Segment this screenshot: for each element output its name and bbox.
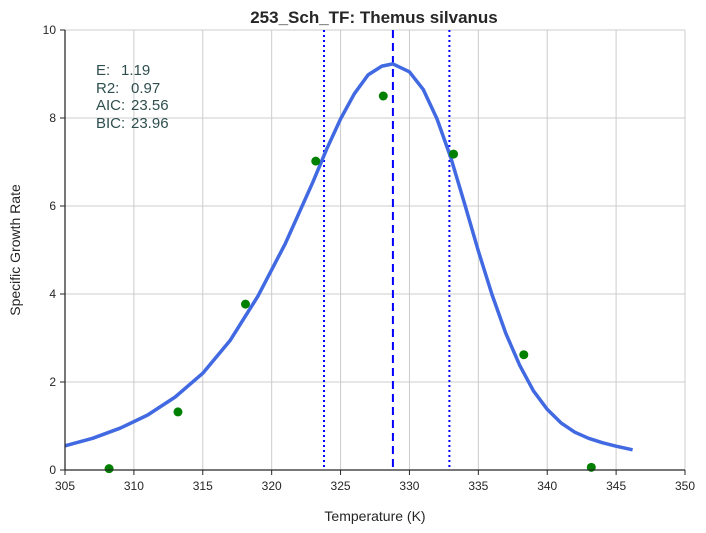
x-tick-label-8: 345 (606, 479, 626, 493)
stat-r2-value: 0.97 (131, 80, 160, 97)
x-tick-label-1: 310 (124, 479, 144, 493)
fit-statistics: E: 1.19 R2: 0.97 AIC: 23.56 BIC: 23.96 (96, 62, 169, 132)
x-axis-label: Temperature (K) (324, 508, 425, 524)
y-axis-label: Specific Growth Rate (7, 184, 23, 316)
data-points (104, 91, 596, 474)
stat-bic-value: 23.96 (131, 115, 169, 132)
stat-bic-label: BIC: (96, 115, 125, 132)
x-tick-label-5: 330 (399, 479, 419, 493)
stat-aic-value: 23.56 (131, 97, 169, 114)
stat-aic-label: AIC: (96, 97, 125, 114)
y-tick-label-4: 8 (49, 111, 56, 125)
x-tick-label-2: 315 (193, 479, 213, 493)
chart-title: 253_Sch_TF: Themus silvanus (250, 8, 498, 27)
data-point-0 (104, 464, 114, 474)
x-tick-label-3: 320 (262, 479, 282, 493)
series-line-0 (64, 62, 633, 452)
x-tick-label-9: 350 (675, 479, 695, 493)
y-tick-label-1: 2 (49, 375, 56, 389)
stat-e-label: E: (96, 62, 110, 79)
x-tick-label-6: 335 (468, 479, 488, 493)
y-tick-label-2: 4 (49, 287, 56, 301)
y-tick-label-0: 0 (49, 463, 56, 477)
fitted-curve (64, 62, 633, 452)
y-tick-label-3: 6 (49, 199, 56, 213)
data-point-3 (311, 156, 321, 166)
x-tick-label-7: 340 (537, 479, 557, 493)
tick-labels: 305 310 315 320 325 330 335 340 345 350 0 2 4 6 8 10 (43, 23, 696, 493)
axes (64, 30, 685, 471)
data-point-1 (173, 407, 183, 417)
data-point-2 (240, 299, 250, 309)
x-tick-label-4: 325 (331, 479, 351, 493)
x-tick-label-0: 305 (55, 479, 75, 493)
data-point-5 (449, 149, 459, 159)
reference-lines (323, 30, 451, 470)
y-tick-label-5: 10 (43, 23, 57, 37)
data-point-4 (378, 91, 388, 101)
stat-r2-label: R2: (96, 80, 119, 97)
stat-e-value: 1.19 (121, 62, 150, 79)
data-point-6 (519, 350, 529, 360)
